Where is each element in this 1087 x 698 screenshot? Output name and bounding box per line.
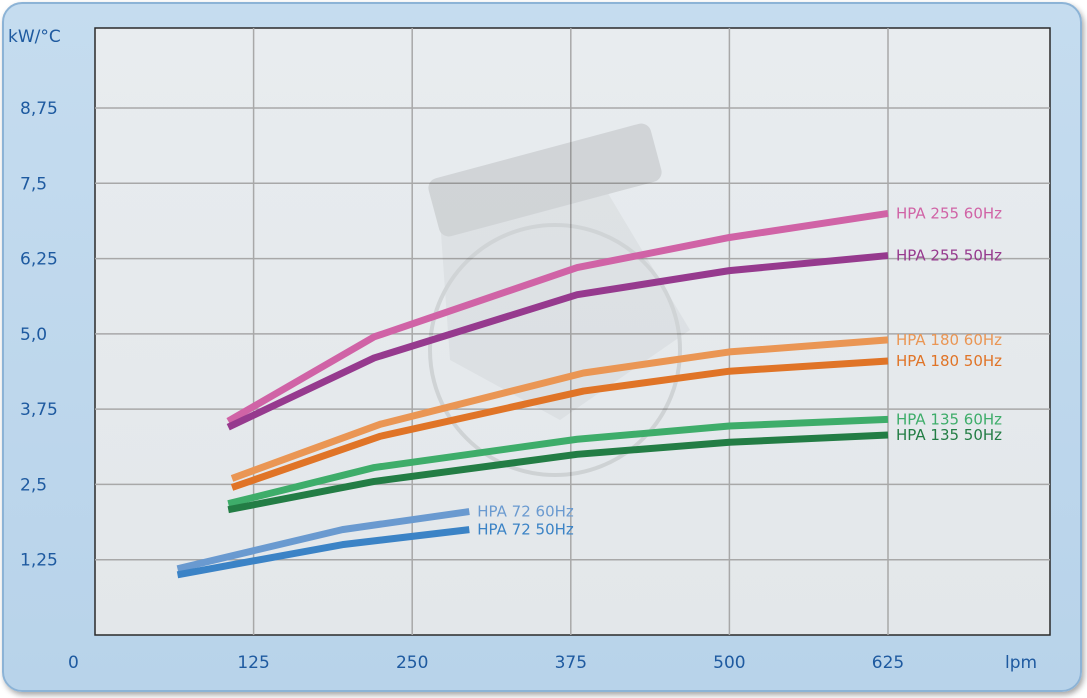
series-label: HPA 255 60Hz	[896, 204, 1002, 222]
series-line	[230, 357, 889, 491]
y-tick-label: 3,75	[20, 400, 58, 420]
watermark-logo	[428, 123, 682, 477]
y-tick-label: 8,75	[20, 99, 58, 119]
x-tick-label: 625	[872, 653, 904, 673]
series-label: HPA 255 50Hz	[896, 247, 1002, 265]
series-label: HPA 72 50Hz	[477, 521, 574, 539]
series-layer: HPA 255 60Hz HPA 255 50Hz HPA 180 60Hz HPA …	[176, 204, 1002, 579]
series-line	[227, 415, 889, 508]
x-tick-label: 500	[713, 653, 745, 673]
series-line	[226, 209, 889, 425]
series-line	[227, 431, 889, 514]
x-tick-label: 250	[396, 653, 428, 673]
x-tick-label: 375	[555, 653, 587, 673]
series-label: HPA 180 50Hz	[896, 352, 1002, 370]
x-axis-label: lpm	[1005, 653, 1037, 673]
series-label: HPA 135 60Hz	[896, 410, 1002, 428]
y-axis-label: kW/°C	[8, 27, 61, 47]
y-tick-label: 5,0	[20, 325, 47, 345]
y-tick-label: 7,5	[20, 174, 47, 194]
series-label: HPA 72 60Hz	[477, 503, 574, 521]
origin-label: 0	[68, 653, 79, 673]
series-line	[230, 336, 889, 482]
series-line	[176, 508, 470, 573]
series-line	[226, 252, 889, 431]
series-line	[176, 526, 470, 579]
ticks-layer: 125 250 375 500 625 1,25 2,5 3,75 5,0 6,25 7,5 8,75	[20, 99, 904, 673]
series-label: HPA 180 60Hz	[896, 331, 1002, 349]
series-label: HPA 135 50Hz	[896, 426, 1002, 444]
y-tick-label: 2,5	[20, 475, 47, 495]
y-tick-label: 6,25	[20, 250, 58, 270]
x-tick-label: 125	[237, 653, 269, 673]
y-tick-label: 1,25	[20, 551, 58, 571]
